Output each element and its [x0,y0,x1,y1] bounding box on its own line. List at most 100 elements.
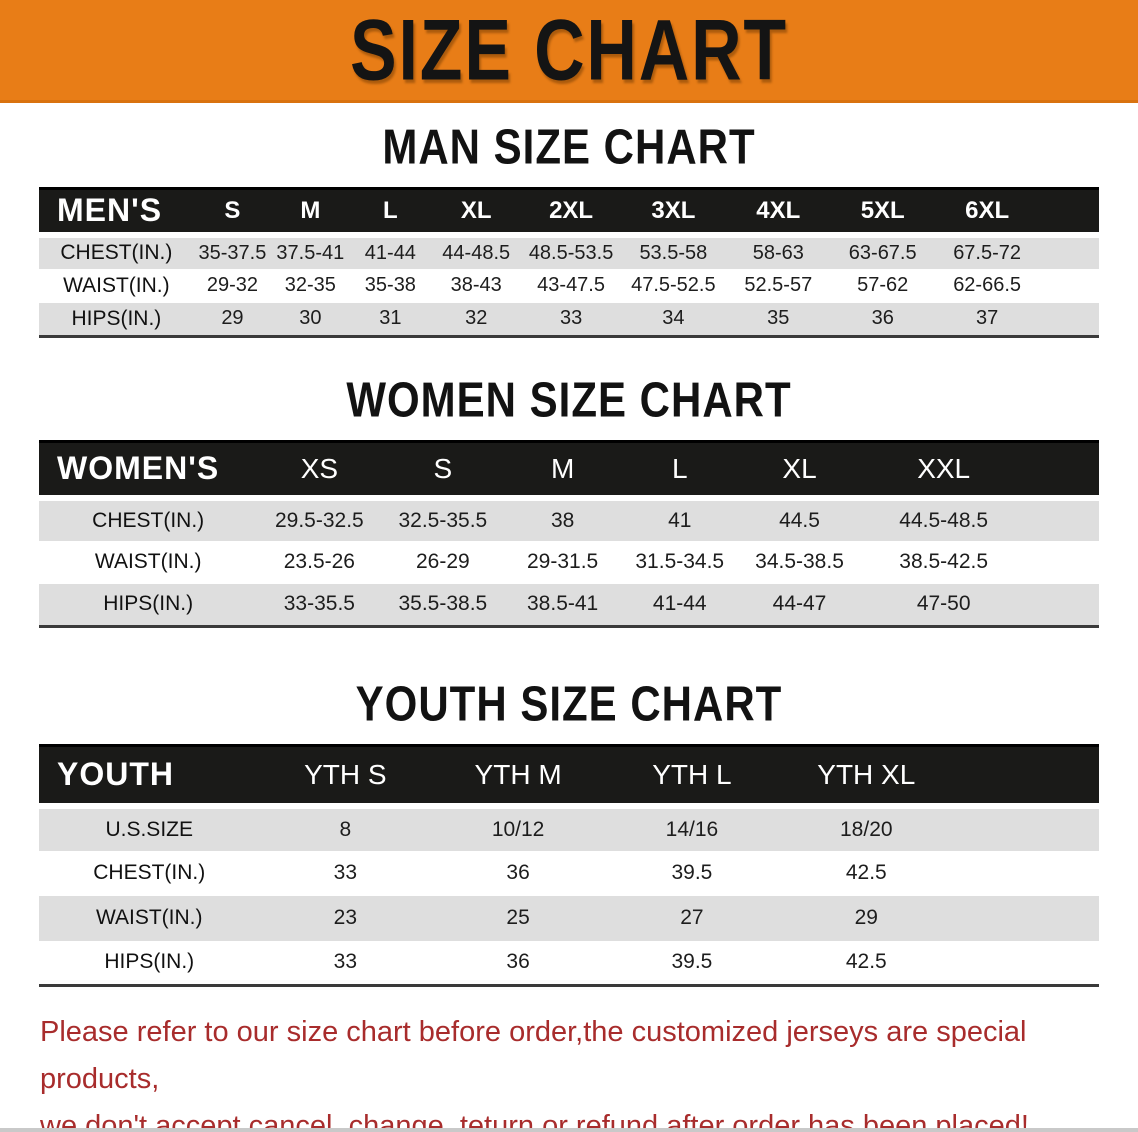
men-waist-label: WAIST(IN.) [63,273,170,297]
women-waist-value: 23.5-26 [283,550,355,573]
men-hips-value: 29 [193,302,272,338]
youth-header-row: YOUTH YTH S YTH M YTH L YTH XL [39,744,1099,807]
youth-ussize-row: U.S.SIZE 8 10/12 14/16 18/20 [39,802,1099,851]
youth-waist-label: WAIST(IN.) [95,906,203,929]
youth-ussize-value: 10/12 [431,802,606,851]
women-size-table: WOMEN'S XS S M L XL XXL CHEST(IN.) 29.5-… [39,440,1099,628]
women-chest-value: 44.5 [738,494,861,541]
spacer-cell [954,896,1099,941]
women-header-label: WOMEN'S [39,440,258,499]
women-hips-value: 35.5-38.5 [381,583,505,628]
women-waist-row: WAIST(IN.) 23.5-26 26-29 29-31.5 31.5-34… [39,540,1099,584]
women-header-row: WOMEN'S XS S M L XL XXL [39,440,1099,499]
men-hips-value: 37 [934,302,1040,338]
women-waist-value: 31.5-34.5 [635,550,725,573]
men-chest-value: 44-48.5 [431,231,522,269]
men-chest-value: 67.5-72 [934,231,1040,269]
spacer-cell [953,940,1099,987]
women-chest-value: 41 [620,494,739,541]
men-chest-value: 48.5-53.5 [521,231,621,269]
men-section-heading: MAN SIZE CHART [0,119,1138,174]
spacer-cell [1027,541,1099,584]
women-hips-value: 38.5-41 [504,583,621,628]
spacer-cell [953,744,1099,807]
youth-hips-value: 33 [259,940,432,987]
men-header-row: MEN'S S M L XL 2XL 3XL 4XL 5XL 6XL [39,187,1099,236]
youth-waist-value: 29 [854,906,878,929]
men-section-title: MAN SIZE CHART [382,118,756,175]
men-hips-label: HIPS(IN.) [39,302,194,338]
men-waist-value: 57-62 [857,274,909,296]
women-waist-value: 29-31.5 [527,550,599,573]
women-section-title: WOMEN SIZE CHART [346,371,792,428]
men-hips-value: 33 [521,302,621,338]
disclaimer-line-1: Please refer to our size chart before or… [40,1016,1027,1095]
men-chest-row: CHEST(IN.) 35-37.5 37.5-41 41-44 44-48.5… [39,231,1099,269]
women-col-m: M [504,440,621,499]
disclaimer-line-2: we don't accept cancel, change, teturn o… [40,1110,1029,1132]
men-chest-value: 53.5-58 [620,231,726,269]
men-col-xl: XL [431,187,522,236]
men-header-label: MEN'S [39,187,194,236]
youth-chest-value: 36 [506,861,530,884]
women-col-xl: XL [738,440,861,499]
spacer-cell [1039,231,1099,269]
youth-header-label: YOUTH [39,744,260,807]
men-hips-value: 32 [431,302,522,338]
men-hips-row: HIPS(IN.) 29 30 31 32 33 34 35 36 37 [39,302,1099,338]
women-col-l: L [620,440,739,499]
men-chest-value: 58-63 [725,231,831,269]
men-chest-value: 63-67.5 [830,231,935,269]
youth-col-m: YTH M [431,744,606,807]
youth-ussize-value: 18/20 [778,802,954,851]
women-waist-value: 38.5-42.5 [899,550,989,573]
men-col-3xl: 3XL [620,187,726,236]
women-hips-value: 41-44 [620,583,739,628]
men-chest-value: 41-44 [349,231,432,269]
women-hips-label: HIPS(IN.) [39,583,258,628]
youth-ussize-label: U.S.SIZE [39,802,260,851]
youth-waist-value: 27 [680,906,704,929]
men-chest-value: 37.5-41 [271,231,350,269]
men-waist-value: 35-38 [364,274,416,296]
spacer-cell [1026,440,1099,499]
women-waist-value: 34.5-38.5 [755,550,844,573]
men-col-2xl: 2XL [521,187,621,236]
women-hips-value: 44-47 [738,583,861,628]
youth-col-s: YTH S [259,744,432,807]
youth-hips-value: 42.5 [778,940,954,987]
women-chest-label: CHEST(IN.) [39,494,258,541]
men-chest-label: CHEST(IN.) [39,231,194,269]
spacer-cell [1039,187,1099,236]
women-chest-value: 38 [504,494,621,541]
youth-hips-value: 39.5 [605,940,779,987]
spacer-cell [1039,302,1099,338]
youth-ussize-value: 8 [259,802,432,851]
men-col-4xl: 4XL [725,187,831,236]
men-waist-value: 43-47.5 [537,274,605,296]
youth-col-xl: YTH XL [778,744,954,807]
youth-col-l: YTH L [605,744,779,807]
men-hips-value: 35 [725,302,831,338]
youth-chest-label: CHEST(IN.) [93,861,206,884]
youth-section-heading: YOUTH SIZE CHART [0,676,1138,731]
women-chest-value: 32.5-35.5 [381,494,505,541]
spacer-cell [1026,494,1099,541]
order-disclaimer: Please refer to our size chart before or… [40,1009,1138,1132]
youth-hips-value: 36 [431,940,606,987]
youth-waist-value: 23 [333,906,357,929]
men-waist-value: 52.5-57 [744,274,813,296]
men-col-l: L [349,187,432,236]
men-waist-value: 32-35 [284,274,336,296]
spacer-cell [954,851,1099,896]
youth-waist-value: 25 [506,906,530,929]
women-col-s: S [381,440,505,499]
women-col-xs: XS [257,440,382,499]
size-chart-banner: SIZE CHART [0,0,1138,103]
youth-ussize-value: 14/16 [605,802,779,851]
women-chest-value: 44.5-48.5 [860,494,1027,541]
women-waist-label: WAIST(IN.) [94,550,202,573]
men-hips-value: 36 [830,302,935,338]
spacer-cell [953,802,1099,851]
youth-chest-value: 39.5 [671,861,713,884]
